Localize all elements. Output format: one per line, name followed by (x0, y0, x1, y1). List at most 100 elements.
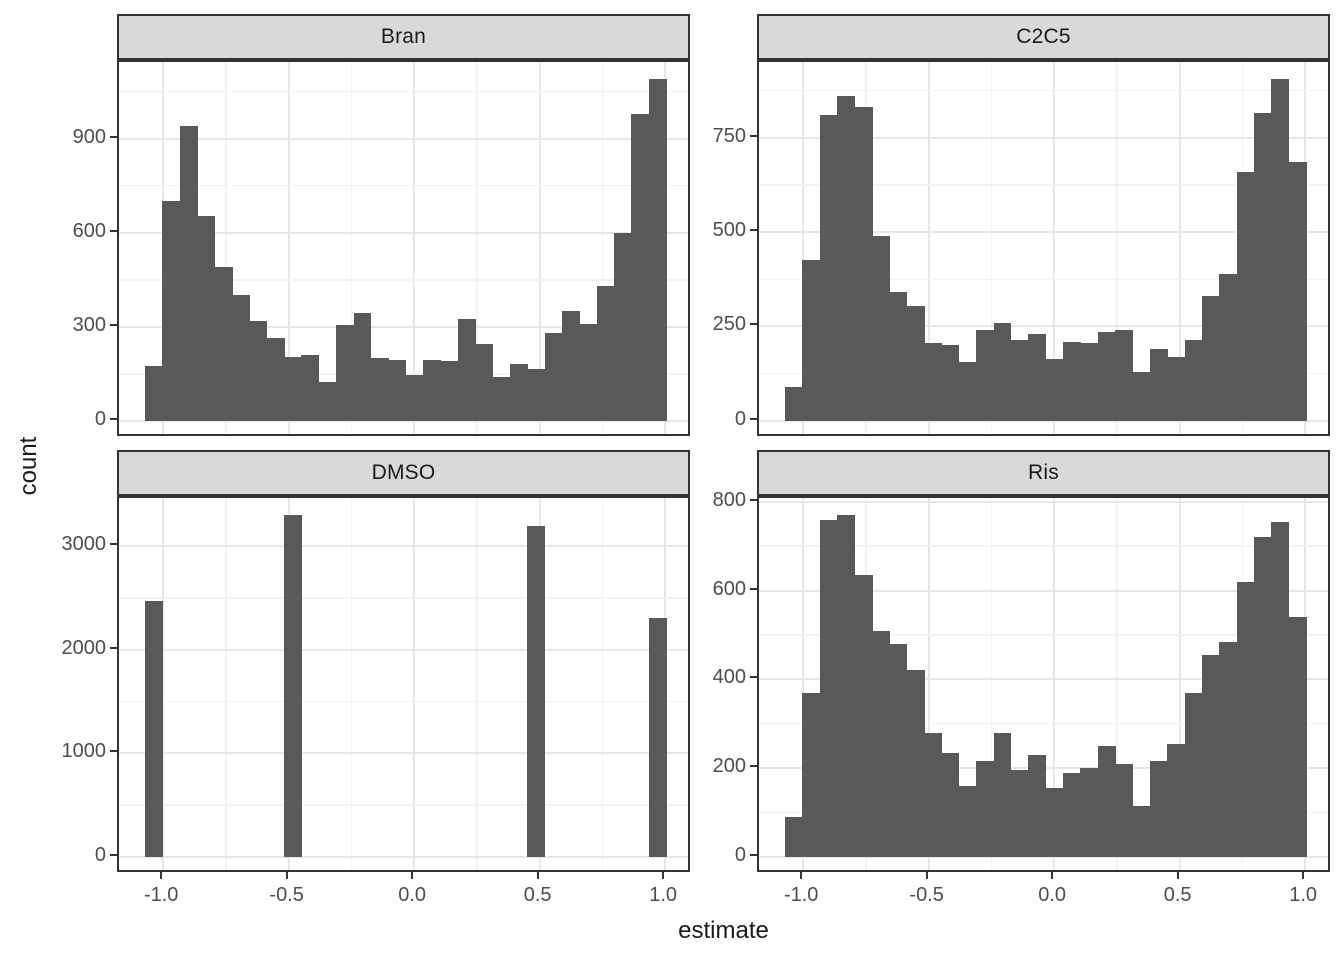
histogram-bar (1184, 339, 1203, 421)
x-tick-label: 0.5 (1163, 884, 1192, 906)
x-tick-label: 1.0 (1289, 884, 1318, 906)
histogram-bar (475, 344, 494, 421)
gridline-minor-y (759, 545, 1328, 547)
x-tick-label: 1.0 (649, 884, 678, 906)
x-tick-mark (160, 872, 163, 879)
histogram-bar (405, 375, 424, 421)
gridline-major-y (119, 419, 688, 422)
facet-strip-bran: Bran (117, 14, 690, 60)
facet-strip-dmso: DMSO (117, 450, 690, 496)
facet-strip-label: DMSO (371, 461, 436, 484)
gridline-minor-y (119, 279, 688, 281)
histogram-bar (561, 311, 580, 421)
histogram-bar (1288, 162, 1307, 421)
histogram-bar (197, 215, 216, 421)
y-tick-label: 300 (72, 313, 106, 336)
y-tick-mark (110, 543, 117, 546)
x-tick-label: -1.0 (143, 884, 179, 906)
y-tick-mark (750, 417, 757, 420)
gridline-major-y (759, 589, 1328, 592)
histogram-bar (1132, 805, 1151, 857)
histogram-bar (388, 359, 407, 421)
y-tick-mark (750, 323, 757, 326)
y-tick-label: 1000 (61, 740, 107, 763)
histogram-bar (1010, 770, 1029, 857)
histogram-bar (162, 201, 181, 421)
gridline-major-x (927, 498, 930, 870)
histogram-bar (596, 286, 615, 421)
histogram-bar (179, 126, 198, 421)
y-tick-mark (110, 229, 117, 232)
gridline-minor-y (119, 184, 688, 187)
histogram-bar (145, 601, 164, 857)
histogram-bar (214, 267, 233, 421)
histogram-bar (1271, 79, 1290, 421)
gridline-minor-x (990, 498, 993, 870)
gridline-minor-y (119, 90, 688, 93)
y-tick-mark (110, 750, 117, 753)
y-tick-label: 400 (712, 666, 746, 689)
histogram-bar (854, 575, 873, 857)
histogram-bar (1271, 521, 1290, 857)
histogram-bar (1028, 334, 1047, 421)
x-tick-label: -0.5 (909, 884, 944, 906)
gridline-major-y (759, 231, 1328, 234)
histogram-bar (1184, 692, 1203, 857)
histogram-bar (353, 312, 372, 421)
histogram-bar (1219, 641, 1238, 857)
y-tick-label: 0 (94, 407, 106, 430)
y-axis-title: count (15, 436, 42, 496)
histogram-bar (1167, 356, 1186, 421)
gridline-minor-x (476, 498, 478, 870)
histogram-bar (785, 816, 804, 857)
histogram-bar (1010, 339, 1029, 421)
y-tick-mark (110, 853, 117, 856)
histogram-bar (318, 381, 337, 421)
facet-strip-ris: Ris (757, 450, 1330, 496)
gridline-major-x (802, 62, 805, 434)
histogram-bar (1080, 343, 1099, 421)
gridline-major-x (1178, 498, 1181, 870)
gridline-major-y (759, 678, 1328, 681)
histogram-bar (614, 232, 632, 421)
histogram-bar (993, 322, 1012, 421)
histogram-bar (544, 333, 563, 421)
histogram-bar (924, 732, 942, 857)
histogram-bar (1201, 654, 1220, 857)
histogram-bar (871, 235, 890, 421)
histogram-bar (976, 330, 995, 421)
y-tick-label: 900 (72, 125, 106, 148)
gridline-minor-x (990, 62, 993, 434)
gridline-minor-y (119, 700, 688, 703)
histogram-bar (249, 320, 268, 421)
histogram-bar (837, 96, 856, 421)
gridline-minor-y (759, 184, 1328, 186)
histogram-bar (1115, 330, 1134, 421)
gridline-major-y (759, 136, 1328, 139)
histogram-bar (648, 79, 667, 421)
gridline-major-y (759, 855, 1328, 858)
histogram-bar (1201, 296, 1220, 421)
histogram-bar (1080, 768, 1099, 857)
gridline-major-x (413, 498, 416, 870)
histogram-bar (145, 366, 164, 421)
y-tick-label: 3000 (61, 533, 107, 556)
histogram-bar (1149, 761, 1168, 857)
x-tick-label: 0.5 (523, 884, 552, 906)
histogram-bar (924, 343, 942, 421)
y-tick-mark (750, 134, 757, 137)
gridline-major-y (119, 325, 688, 328)
facet-strip-label: Ris (1028, 461, 1059, 484)
y-tick-mark (750, 587, 757, 590)
histogram-bar (284, 515, 302, 857)
histogram-bar (889, 292, 908, 421)
gridline-major-x (802, 498, 805, 870)
histogram-bar (1167, 743, 1186, 857)
gridline-major-y (119, 752, 688, 755)
histogram-bar (231, 295, 250, 421)
gridline-minor-x (601, 62, 604, 434)
gridline-major-x (287, 62, 290, 434)
x-tick-label: 0.0 (398, 884, 427, 906)
histogram-bar (1254, 537, 1272, 857)
